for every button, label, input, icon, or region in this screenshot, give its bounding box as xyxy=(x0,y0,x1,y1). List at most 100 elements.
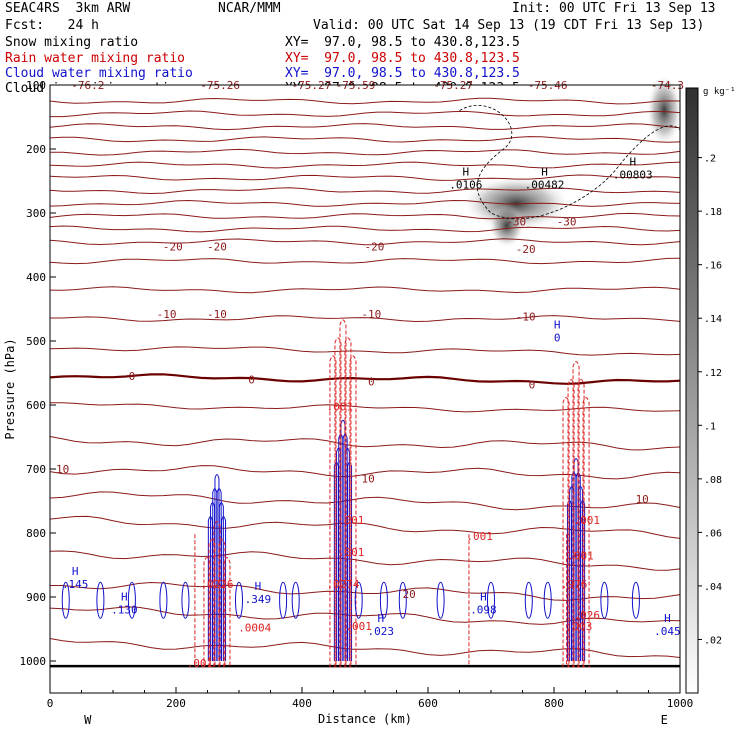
cloud-water-max-value: .145 xyxy=(62,578,89,591)
rain-water-contour xyxy=(339,319,347,668)
cloud-water-max-marker: H xyxy=(255,580,262,593)
temperature-contour xyxy=(49,97,681,105)
y-tick-label: 1000 xyxy=(20,655,47,668)
snow-shading xyxy=(50,74,683,693)
cloud-water-max-value: .130 xyxy=(111,604,138,617)
cloud-water-max-marker: H xyxy=(664,612,671,625)
snow-max-marker: H xyxy=(541,166,548,179)
cloud-water-cell xyxy=(631,581,640,619)
cloud-water-max-marker: H xyxy=(480,591,487,604)
temperature-label: 10 xyxy=(56,463,69,476)
cloud-water-max-marker: H xyxy=(377,612,384,625)
contour-labels: -76.2 -75.26 -75.27 -75.59 -75.27 -75.46 -74.3… xyxy=(56,79,684,670)
temperature-label: 0 xyxy=(129,370,136,383)
valid-label: Valid: 00 UTC Sat 14 Sep 13 (19 CDT Fri … xyxy=(313,18,705,33)
rain-water-contour xyxy=(208,539,216,668)
y-tick-label: 800 xyxy=(26,527,46,540)
snow-shade-edge xyxy=(646,74,683,147)
temperature-label: 10 xyxy=(636,493,649,506)
snow-max-marker: H xyxy=(629,155,636,168)
rain-water-contour xyxy=(218,539,226,668)
cloud-water-cell xyxy=(436,581,445,619)
temperature-contour xyxy=(49,491,681,511)
init-label: Init: 00 UTC Fri 13 Sep 13 xyxy=(512,1,716,16)
legend-xy-cloud-water: XY= 97.0, 98.5 to 430.8,123.5 xyxy=(285,66,520,81)
temperature-label: 0 xyxy=(529,379,536,392)
snow-max-value: .00803 xyxy=(613,168,653,181)
cloud-water-cell xyxy=(61,581,70,619)
temperature-contour xyxy=(49,550,681,571)
cloud-water-max-marker: H xyxy=(121,591,128,604)
rain-water-label: .001 xyxy=(574,514,601,527)
temperature-contour xyxy=(49,346,681,356)
colorbar-ramp xyxy=(685,87,699,694)
cloud-water-cell xyxy=(96,581,105,619)
cloud-water-cell xyxy=(354,581,363,619)
temperature-label: 20 xyxy=(402,588,415,601)
temperature-label: -10 xyxy=(157,308,177,321)
y-tick-label: 200 xyxy=(26,143,46,156)
cloud-water-contour xyxy=(214,474,220,661)
temperature-contour xyxy=(49,286,681,294)
rain-water-label: .0274 xyxy=(326,578,359,591)
snow-contour xyxy=(459,105,681,220)
legend-label-snow: Snow mixing ratio xyxy=(5,35,139,50)
temperature-contour xyxy=(49,136,681,143)
cloud-water-cell xyxy=(600,581,609,619)
rain-water-label: .001 xyxy=(567,549,594,562)
x-tick-label: 800 xyxy=(544,697,564,710)
temperature-contour xyxy=(49,161,681,169)
temperature-label: 0 xyxy=(368,375,375,388)
colorbar-tick-label: .06 xyxy=(704,528,722,539)
rain-water-label: .026 xyxy=(574,609,601,622)
y-tick-label: 400 xyxy=(26,271,46,284)
legend-xy-snow: XY= 97.0, 98.5 to 430.8,123.5 xyxy=(285,35,520,50)
x-tick-label: 200 xyxy=(166,697,186,710)
colorbar-tick-label: .14 xyxy=(704,314,722,325)
x-tick-label: 1000 xyxy=(667,697,694,710)
y-tick-label: 600 xyxy=(26,399,46,412)
colorbar: .02 .04 .06 .08 .1 .12 .14 .16 .18 .2 g kg⁻¹ xyxy=(685,87,736,694)
cloud-water-cell xyxy=(543,581,552,619)
west-label: W xyxy=(84,713,92,727)
cloud-water-cell xyxy=(398,581,407,619)
cloud-water-contour xyxy=(580,500,586,661)
snow-max-marker: H xyxy=(462,166,469,179)
temperature-contour xyxy=(49,606,681,625)
cloud-water-contour xyxy=(218,502,224,661)
cloud-water-cell xyxy=(181,581,190,619)
temperature-contour xyxy=(50,110,681,118)
temperature-label: -30 xyxy=(506,215,526,228)
temperature-contour xyxy=(49,402,681,413)
temperature-contour xyxy=(49,212,681,220)
colorbar-tick-label: .08 xyxy=(704,475,722,486)
cloud-water-cell xyxy=(291,581,300,619)
hydrometeor-contours xyxy=(61,105,681,668)
cloud-water-cell xyxy=(159,581,168,619)
temperature-contour xyxy=(49,373,681,385)
rain-water-label: .0226 xyxy=(200,578,233,591)
cloud-water-max-value: .349 xyxy=(245,593,272,606)
colorbar-tick-label: .2 xyxy=(704,154,716,165)
cloud-water-max-value: .045 xyxy=(654,625,681,638)
y-tick-label: 300 xyxy=(26,207,46,220)
temperature-contour xyxy=(50,581,681,601)
legend-label-cloud-water: Cloud water mixing ratio xyxy=(5,66,193,81)
temperature-contour xyxy=(50,315,681,323)
temperature-label: 10 xyxy=(362,473,375,486)
temperature-label: -20 xyxy=(163,240,183,253)
temperature-contour xyxy=(49,123,681,131)
temperature-contour xyxy=(49,515,681,539)
cloud-water-contour xyxy=(344,447,350,661)
colorbar-tick-label: .16 xyxy=(704,261,722,272)
cloud-water-cell xyxy=(524,581,533,619)
colorbar-tick-label: .18 xyxy=(704,207,722,218)
rain-water-label: .001 xyxy=(338,514,365,527)
cloud-water-max-value: 0 xyxy=(554,332,561,345)
rain-water-contour xyxy=(562,397,570,668)
cloud-water-cell xyxy=(487,581,495,619)
colorbar-tick-label: .02 xyxy=(704,635,722,646)
x-tick-label: 600 xyxy=(418,697,438,710)
rain-water-contour xyxy=(223,557,231,668)
